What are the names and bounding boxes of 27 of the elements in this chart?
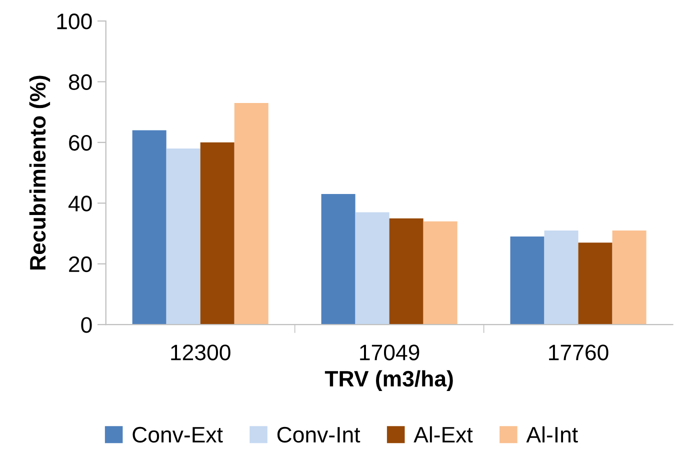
- x-tick-label: 12300: [171, 344, 230, 360]
- y-tick-label: 60: [69, 134, 92, 151]
- legend-label: Conv-Ext: [132, 426, 223, 443]
- y-tick-label: 100: [57, 14, 92, 30]
- bar: [544, 230, 578, 325]
- bar: [510, 236, 544, 325]
- bar: [132, 130, 166, 325]
- x-tick-label: 17760: [549, 344, 608, 360]
- y-tick-label: 40: [68, 196, 92, 212]
- bar: [355, 212, 390, 325]
- y-axis-title: Recubrimiento (%): [29, 76, 50, 270]
- bar: [578, 242, 612, 325]
- legend-label: Al-Int: [526, 426, 578, 443]
- x-axis-title: TRV (m3/ha): [324, 370, 453, 391]
- legend-label: Al-Ext: [414, 426, 473, 443]
- bar: [612, 230, 646, 325]
- y-tick-label: 0: [81, 317, 92, 333]
- bar: [321, 194, 356, 325]
- x-tick-label: 17049: [360, 344, 420, 360]
- bar: [234, 102, 268, 325]
- bar: [389, 218, 424, 325]
- bar: [423, 221, 458, 325]
- y-tick-label: 20: [69, 256, 92, 272]
- legend-label: Conv-Int: [277, 426, 360, 443]
- bar: [200, 142, 234, 325]
- y-tick-label: 80: [68, 74, 92, 90]
- bar: [166, 148, 200, 325]
